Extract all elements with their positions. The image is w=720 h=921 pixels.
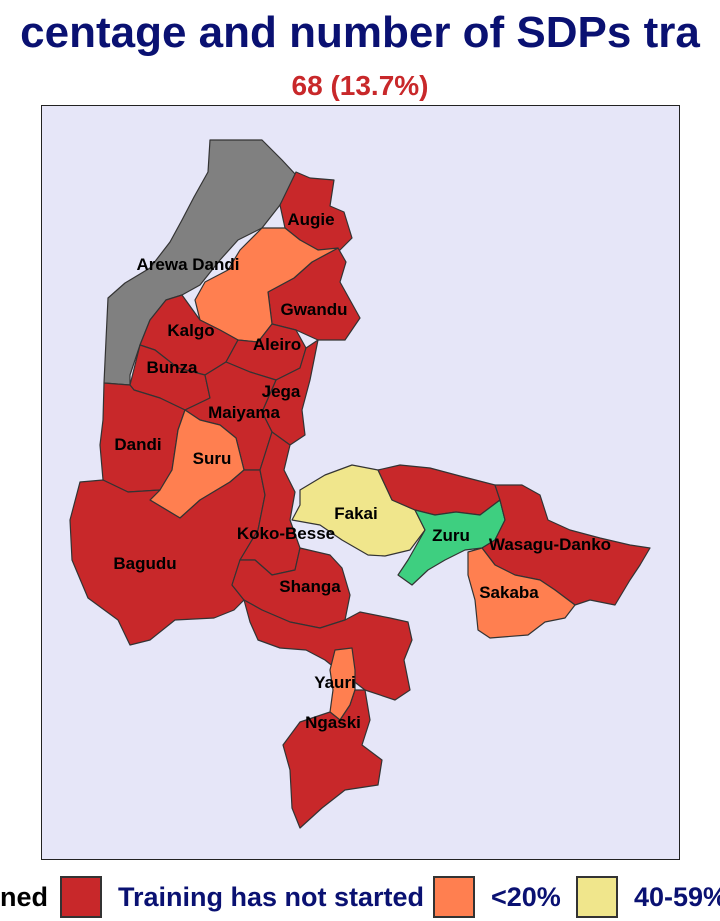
legend-swatch-40-59: [576, 876, 618, 918]
label-ngaski: Ngaski: [305, 713, 361, 732]
label-zuru: Zuru: [432, 526, 470, 545]
label-bagudu: Bagudu: [113, 554, 176, 573]
region-fakai[interactable]: [291, 464, 426, 557]
label-koko-besse: Koko-Besse: [237, 524, 335, 543]
label-arewa-dandi: Arewa Dandi: [137, 255, 240, 274]
label-aleiro: Aleiro: [253, 335, 301, 354]
region-sakaba[interactable]: [467, 547, 576, 639]
label-dandi: Dandi: [114, 435, 161, 454]
label-fakai: Fakai: [334, 504, 377, 523]
region-ngaski[interactable]: [282, 689, 383, 829]
map-subtitle: 68 (13.7%): [291, 70, 429, 101]
legend-label-40-59: 40-59%: [634, 882, 720, 912]
label-kalgo: Kalgo: [167, 321, 214, 340]
label-yauri: Yauri: [314, 673, 356, 692]
legend-swatch-lt20: [433, 876, 475, 918]
label-shanga: Shanga: [279, 577, 341, 596]
legend-label-not-started: Training has not started: [118, 882, 425, 912]
label-sakaba: Sakaba: [479, 583, 539, 602]
label-wasagu-danko: Wasagu-Danko: [489, 535, 611, 554]
region-zuru[interactable]: [397, 499, 506, 586]
label-gwandu: Gwandu: [280, 300, 347, 319]
legend-label-partial: ned: [0, 882, 49, 912]
legend-swatch-not-started: [60, 876, 102, 918]
label-augie: Augie: [287, 210, 334, 229]
map-title: centage and number of SDPs tra: [20, 8, 700, 57]
label-maiyama: Maiyama: [208, 403, 280, 422]
legend-label-lt20: <20%: [491, 882, 561, 912]
map-legend: ned Training has not started <20% 40-59%: [0, 872, 720, 921]
label-suru: Suru: [193, 449, 232, 468]
choropleth-map: Augie Arewa Dandi Gwandu Kalgo Aleiro Bu…: [69, 139, 651, 829]
region-augie[interactable]: [279, 171, 353, 251]
region-lower-red[interactable]: [243, 599, 413, 701]
label-jega: Jega: [262, 382, 301, 401]
label-bunza: Bunza: [147, 358, 199, 377]
